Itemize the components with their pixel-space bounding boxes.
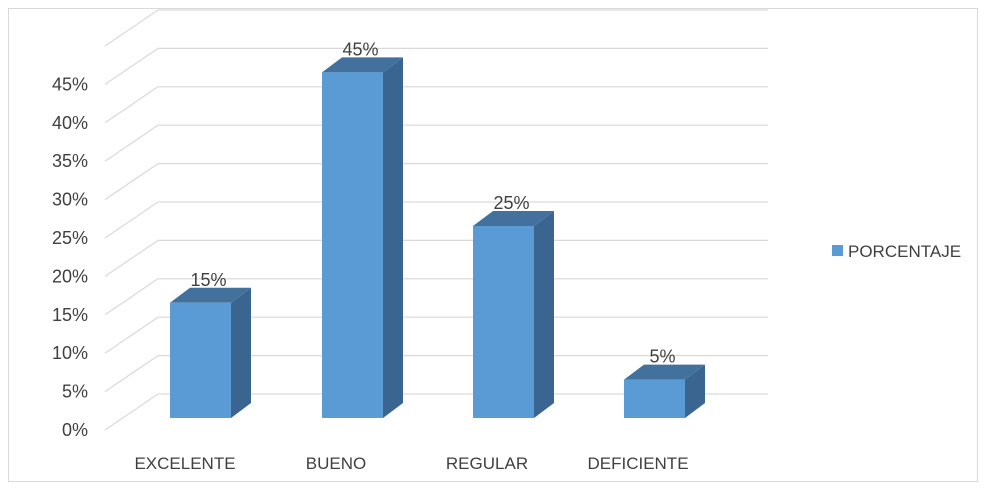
gridline-depth (105, 202, 158, 238)
legend-label: PORCENTAJE (848, 242, 961, 261)
gridline-depth (105, 164, 158, 200)
category-label: EXCELENTE (134, 454, 235, 473)
bar-side (534, 211, 554, 418)
y-tick-label: 45% (52, 74, 88, 94)
data-label: 5% (649, 347, 675, 367)
y-tick-label: 5% (62, 382, 88, 402)
y-tick-label: 20% (52, 266, 88, 286)
data-label: 45% (342, 39, 378, 59)
data-label: 25% (493, 193, 529, 213)
gridline-depth (105, 394, 158, 430)
bar-side (383, 57, 403, 418)
gridline-depth (105, 125, 158, 161)
legend: PORCENTAJE (832, 242, 961, 261)
bar (473, 226, 534, 418)
category-labels: EXCELENTE BUENO REGULAR DEFICIENTE (134, 454, 688, 473)
bar (624, 380, 685, 418)
gridline-depth (105, 48, 158, 84)
category-label: BUENO (306, 454, 366, 473)
gridline-depth (105, 10, 158, 46)
category-label: DEFICIENTE (587, 454, 688, 473)
bars (170, 57, 705, 418)
y-tick-label: 0% (62, 420, 88, 440)
y-axis-tick-labels: 0% 5% 10% 15% 20% 25% 30% 35% 40% 45% (52, 74, 88, 440)
data-label: 15% (190, 270, 226, 290)
y-tick-label: 35% (52, 151, 88, 171)
gridline-depth (105, 279, 158, 315)
y-tick-label: 10% (52, 343, 88, 363)
y-tick-label: 40% (52, 113, 88, 133)
legend-swatch (832, 245, 843, 256)
gridline-depth (105, 356, 158, 392)
bar (322, 72, 383, 418)
gridline-depth (105, 87, 158, 123)
gridline-depth (105, 317, 158, 353)
y-tick-label: 15% (52, 305, 88, 325)
category-label: REGULAR (446, 454, 528, 473)
y-tick-label: 30% (52, 190, 88, 210)
bar-side (231, 288, 251, 418)
y-tick-label: 25% (52, 228, 88, 248)
gridline-depth (105, 240, 158, 276)
bar (170, 303, 231, 418)
